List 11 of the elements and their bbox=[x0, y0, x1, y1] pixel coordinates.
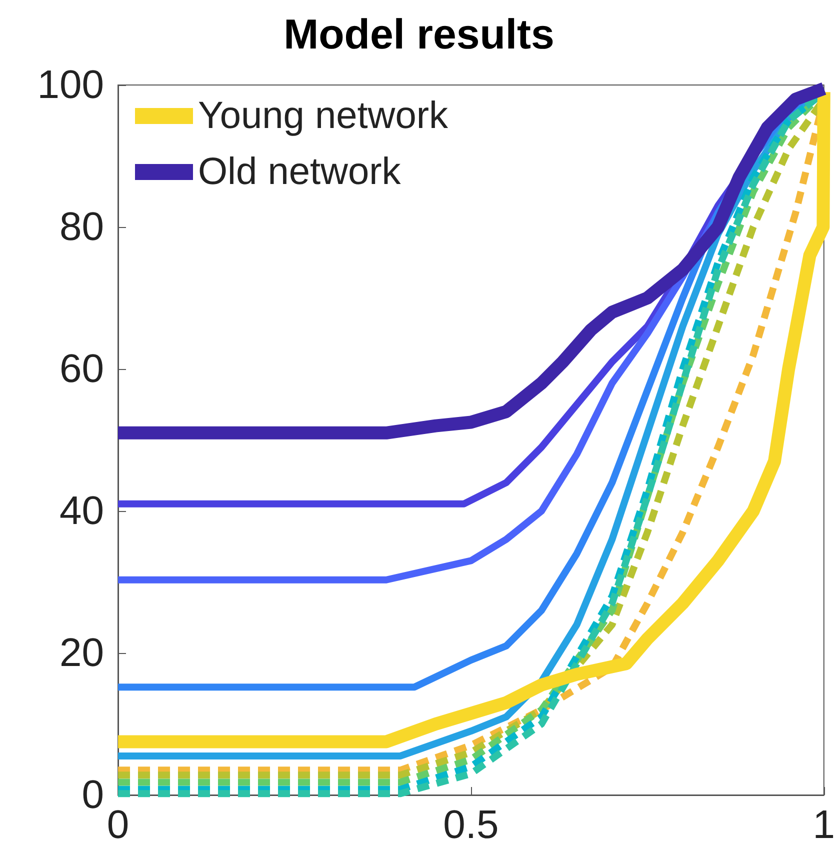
chart-title: Model results bbox=[284, 10, 554, 58]
x-tick-label: 1 bbox=[812, 803, 835, 847]
x-tick-label: 0.5 bbox=[443, 803, 499, 847]
y-tick-label: 100 bbox=[37, 63, 104, 107]
y-tick-label: 0 bbox=[82, 773, 104, 817]
legend-label: Old network bbox=[198, 151, 402, 193]
y-tick-label: 40 bbox=[60, 489, 104, 533]
y-tick-label: 60 bbox=[60, 347, 104, 391]
y-tick-label: 20 bbox=[60, 631, 104, 675]
y-tick-label: 80 bbox=[60, 205, 104, 249]
legend-label: Young network bbox=[198, 95, 450, 137]
